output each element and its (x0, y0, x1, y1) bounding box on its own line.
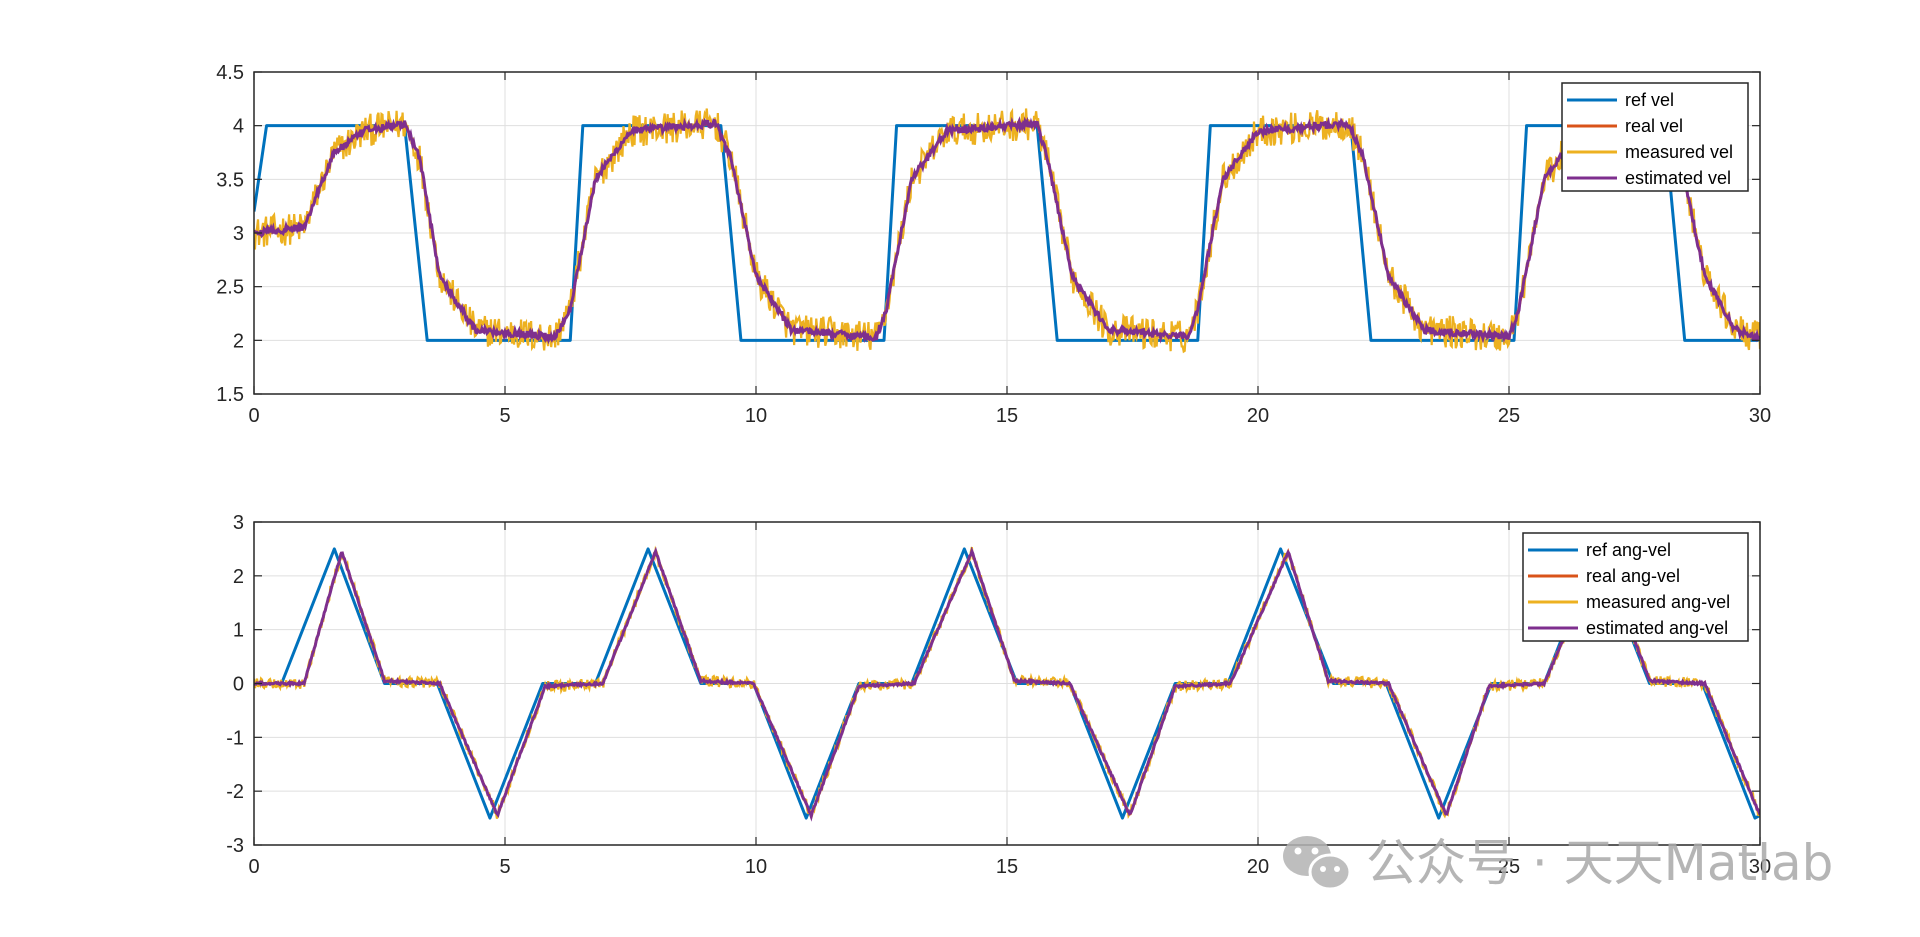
legend: ref vel real vel measured vel estimated vel (1561, 82, 1749, 192)
x-tick-label: 25 (1498, 856, 1520, 878)
y-tick-label: 4.5 (216, 62, 244, 84)
y-tick-label: 1.5 (216, 384, 244, 406)
y-tick-label: 4 (233, 116, 244, 138)
series-estimated-ang-vel (254, 546, 1760, 822)
legend-label: measured ang-vel (1586, 592, 1730, 612)
y-tick-label: 3.5 (216, 169, 244, 191)
x-tick-label: 5 (499, 405, 510, 427)
legend-label: ref vel (1625, 90, 1674, 110)
x-tick-label: 20 (1247, 856, 1269, 878)
legend-label: estimated ang-vel (1586, 618, 1728, 638)
y-tick-label: -2 (226, 781, 244, 803)
x-tick-label: 30 (1749, 405, 1771, 427)
x-tick-label: 25 (1498, 405, 1520, 427)
legend: ref ang-vel real ang-vel measured ang-vel e… (1522, 532, 1749, 642)
watermark: 公众号 · 天天Matlab (1283, 834, 1833, 892)
x-tick-label: 15 (996, 856, 1018, 878)
legend-label: measured vel (1625, 142, 1733, 162)
series-group (254, 107, 1760, 354)
y-tick-label: 1 (233, 620, 244, 642)
series-estimated-vel (254, 116, 1760, 345)
wechat-icon (1283, 836, 1352, 891)
legend-label: real ang-vel (1586, 566, 1680, 586)
y-tick-label: 2.5 (216, 277, 244, 299)
y-tick-label: 2 (233, 330, 244, 352)
x-tick-label: 5 (499, 856, 510, 878)
x-tick-label: 0 (248, 405, 259, 427)
x-tick-label: 15 (996, 405, 1018, 427)
x-tick-label: 10 (745, 405, 767, 427)
legend-label: real vel (1625, 116, 1683, 136)
x-tick-label: 10 (745, 856, 767, 878)
y-tick-label: 3 (233, 223, 244, 245)
x-tick-label: 0 (248, 856, 259, 878)
y-tick-label: 0 (233, 674, 244, 696)
x-tick-label: 30 (1749, 856, 1771, 878)
bottom-angular-velocity-axes: 0 5 10 15 20 25 30 -3 -2 -1 0 1 2 3 ref ang-vel real an… (226, 512, 1771, 878)
watermark-text: 公众号 · 天天Matlab (1366, 834, 1833, 892)
legend-label: estimated vel (1625, 168, 1731, 188)
y-tick-label: -3 (226, 835, 244, 857)
y-tick-label: 2 (233, 566, 244, 588)
y-tick-label: 3 (233, 512, 244, 534)
y-tick-label: -1 (226, 727, 244, 749)
series-group (254, 545, 1760, 822)
x-tick-label: 20 (1247, 405, 1269, 427)
top-velocity-axes: 0 5 10 15 20 25 30 1.5 2 2.5 3 3.5 4 4.5 ref vel real v… (216, 62, 1771, 427)
legend-label: ref ang-vel (1586, 540, 1671, 560)
